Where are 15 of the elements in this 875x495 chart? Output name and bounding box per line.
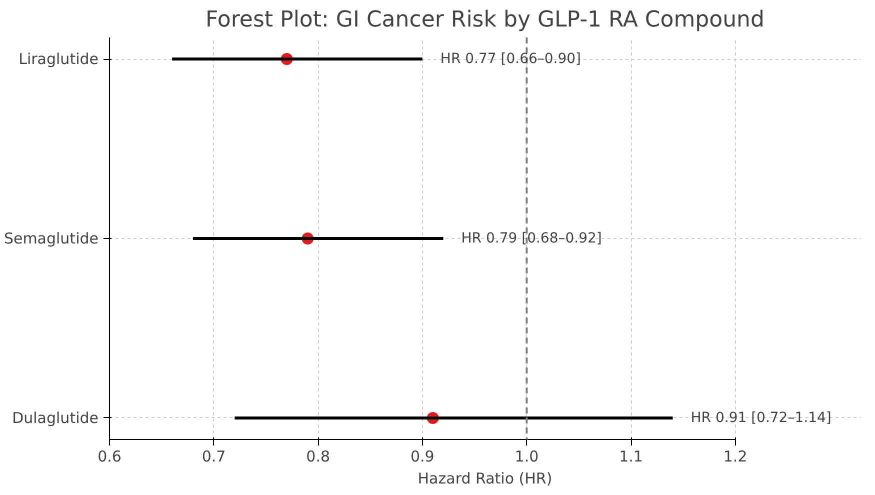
annotation: HR 0.79 [0.68–0.92] <box>461 230 602 246</box>
x-tick-label: 1.1 <box>619 448 643 466</box>
x-tick-label: 1.0 <box>514 448 539 466</box>
x-tick-label: 0.8 <box>306 448 330 466</box>
x-tick-label: 1.2 <box>723 448 748 466</box>
x-axis-title: Hazard Ratio (HR) <box>418 470 552 488</box>
x-tick-label: 0.9 <box>410 448 434 466</box>
x-tick-label: 0.7 <box>202 448 226 466</box>
y-tick-label: Dulaglutide <box>12 408 99 427</box>
y-tick-label: Liraglutide <box>18 50 99 68</box>
y-tick-label: Semaglutide <box>4 230 99 248</box>
chart-title: Forest Plot: GI Cancer Risk by GLP-1 RA Compound <box>206 8 764 32</box>
annotation: HR 0.77 [0.66–0.90] <box>440 51 582 68</box>
annotation: HR 0.91 [0.72–1.14] <box>690 410 832 426</box>
x-tick-label: 0.6 <box>98 448 122 466</box>
